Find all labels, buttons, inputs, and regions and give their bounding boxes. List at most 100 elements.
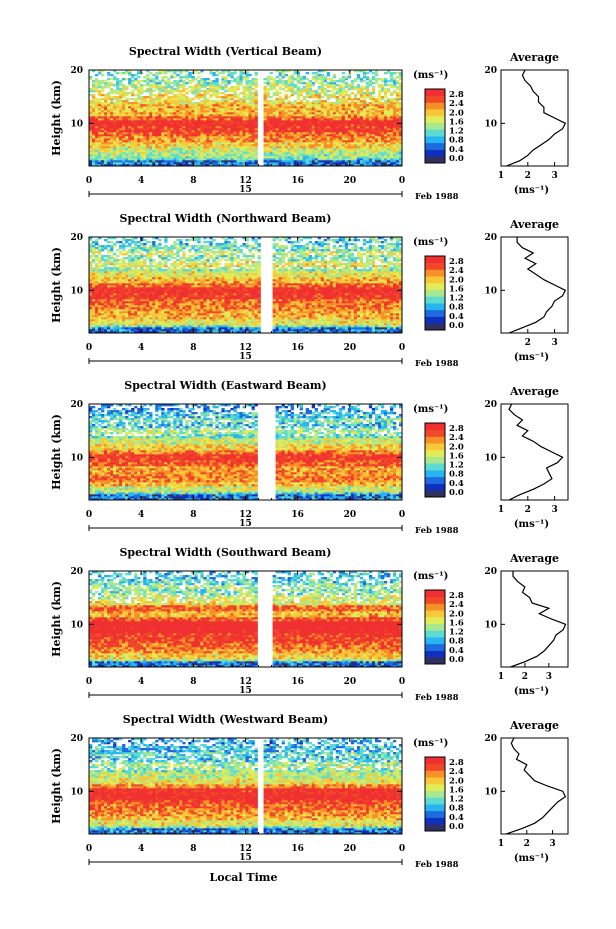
heatmap-cell — [215, 152, 218, 154]
heatmap-cell — [342, 142, 345, 144]
heatmap-cell — [309, 122, 312, 124]
heatmap-cell — [188, 122, 191, 124]
heatmap-cell — [270, 112, 273, 114]
heatmap-cell — [116, 80, 119, 82]
heatmap-cell — [279, 327, 282, 329]
heatmap-cell — [360, 92, 363, 94]
heatmap-cell — [318, 74, 321, 76]
heatmap-cell — [378, 146, 381, 148]
heatmap-cell — [264, 106, 267, 108]
heatmap-cell — [200, 80, 203, 82]
heatmap-cell — [116, 128, 119, 130]
heatmap-cell — [378, 132, 381, 134]
heatmap-cell — [182, 148, 185, 150]
heatmap-cell — [315, 126, 318, 128]
heatmap-cell — [390, 110, 393, 112]
heatmap-cell — [122, 126, 125, 128]
heatmap-cell — [164, 112, 167, 114]
heatmap-cell — [282, 138, 285, 140]
heatmap-cell — [137, 88, 140, 90]
heatmap-cell — [366, 118, 369, 120]
heatmap-cell — [98, 94, 101, 96]
heatmap-cell — [378, 104, 381, 106]
heatmap-cell — [161, 100, 164, 102]
heatmap-cell — [182, 142, 185, 144]
heatmap-cell — [249, 323, 252, 325]
heatmap-cell — [315, 160, 318, 162]
heatmap-cell — [209, 329, 212, 331]
heatmap-cell — [255, 74, 258, 76]
heatmap-cell — [197, 110, 200, 112]
heatmap-cell — [312, 150, 315, 152]
date-label: Feb 1988 — [415, 192, 459, 202]
heatmap-cell — [233, 329, 236, 331]
heatmap-cell — [95, 74, 98, 76]
heatmap-cell — [246, 321, 249, 323]
heatmap-cell — [146, 156, 149, 158]
heatmap-cell — [276, 132, 279, 134]
heatmap-cell — [366, 76, 369, 78]
heatmap-cell — [215, 144, 218, 146]
heatmap-cell — [194, 146, 197, 148]
heatmap-cell — [128, 138, 131, 140]
heatmap-cell — [149, 148, 152, 150]
heatmap-cell — [393, 116, 396, 118]
heatmap-cell — [173, 126, 176, 128]
heatmap-cell — [194, 78, 197, 80]
heatmap-cell — [300, 132, 303, 134]
heatmap-cell — [242, 108, 245, 110]
heatmap-cell — [122, 329, 125, 331]
heatmap-cell — [390, 150, 393, 152]
heatmap-cell — [309, 108, 312, 110]
heatmap-cell — [188, 142, 191, 144]
heatmap-cell — [357, 146, 360, 148]
heatmap-cell — [110, 96, 113, 98]
heatmap-cell — [315, 108, 318, 110]
heatmap-cell — [170, 90, 173, 92]
heatmap-cell — [285, 126, 288, 128]
heatmap-cell — [218, 146, 221, 148]
heatmap-cell — [224, 78, 227, 80]
heatmap-cell — [143, 130, 146, 132]
heatmap-cell — [230, 86, 233, 88]
heatmap-cell — [191, 152, 194, 154]
heatmap-cell — [372, 327, 375, 329]
heatmap-cell — [215, 102, 218, 104]
heatmap-cell — [285, 120, 288, 122]
heatmap-cell — [131, 80, 134, 82]
heatmap-cell — [197, 94, 200, 96]
heatmap-cell — [294, 128, 297, 130]
heatmap-cell — [125, 144, 128, 146]
heatmap-cell — [92, 323, 95, 325]
heatmap-cell — [324, 160, 327, 162]
heatmap-cell — [239, 126, 242, 128]
heatmap-cell — [146, 106, 149, 108]
heatmap-cell — [390, 72, 393, 74]
heatmap-cell — [297, 327, 300, 329]
heatmap-cell — [110, 120, 113, 122]
heatmap-cell — [360, 80, 363, 82]
heatmap-cell — [348, 102, 351, 104]
heatmap-cell — [221, 76, 224, 78]
heatmap-cell — [327, 128, 330, 130]
heatmap-cell — [312, 130, 315, 132]
colorbar-swatch — [425, 102, 445, 109]
heatmap-cell — [182, 158, 185, 160]
heatmap-cell — [270, 84, 273, 86]
heatmap-cell — [327, 118, 330, 120]
heatmap-cell — [218, 162, 221, 164]
heatmap-cell — [149, 325, 152, 327]
heatmap-cell — [348, 130, 351, 132]
heatmap-cell — [303, 329, 306, 331]
heatmap-cell — [270, 134, 273, 136]
heatmap-cell — [95, 100, 98, 102]
heatmap-cell — [209, 321, 212, 323]
heatmap-cell — [324, 118, 327, 120]
heatmap-cell — [345, 112, 348, 114]
heatmap-cell — [366, 120, 369, 122]
heatmap-cell — [221, 329, 224, 331]
heatmap-cell — [273, 106, 276, 108]
heatmap-cell — [291, 132, 294, 134]
heatmap-cell — [309, 156, 312, 158]
heatmap-cell — [176, 114, 179, 116]
